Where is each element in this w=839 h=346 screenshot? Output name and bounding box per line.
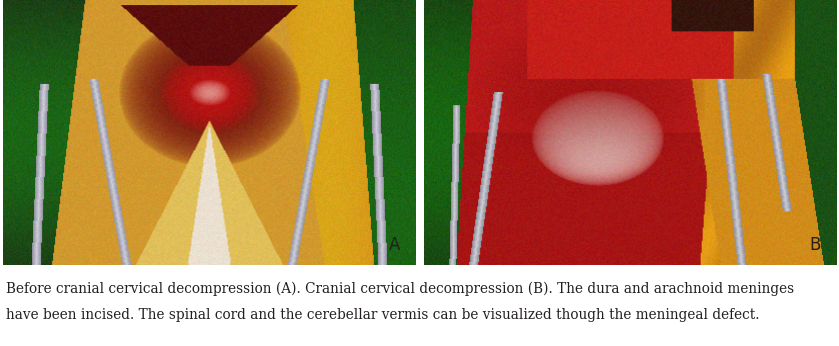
Text: A: A [388, 236, 400, 254]
Text: Before cranial cervical decompression (A). Cranial cervical decompression (B). T: Before cranial cervical decompression (A… [6, 281, 795, 296]
Text: have been incised. The spinal cord and the cerebellar vermis can be visualized t: have been incised. The spinal cord and t… [6, 309, 759, 322]
Text: B: B [809, 236, 821, 254]
